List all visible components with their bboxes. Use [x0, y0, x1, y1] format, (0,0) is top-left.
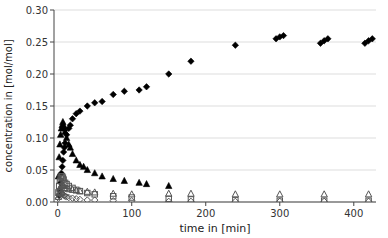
point — [129, 191, 135, 197]
point — [136, 179, 142, 185]
tick-label: 400 — [344, 208, 363, 219]
point — [84, 103, 90, 109]
point — [77, 196, 83, 202]
point — [232, 198, 238, 202]
point — [84, 188, 90, 194]
point — [136, 87, 142, 93]
series — [56, 32, 376, 198]
point — [56, 154, 62, 160]
y-axis-label: concentration in [mol/mol] — [3, 39, 14, 172]
point — [129, 198, 135, 202]
x-axis-label: time in [min] — [179, 222, 250, 235]
point — [69, 150, 75, 156]
point — [143, 181, 149, 187]
tick-label: 0 — [55, 208, 61, 219]
point — [59, 164, 65, 170]
point — [110, 91, 116, 97]
point — [67, 144, 73, 150]
point — [99, 98, 105, 104]
point — [92, 189, 98, 195]
point — [232, 191, 238, 197]
y-axis: 0.00 0.05 0.10 0.15 0.20 0.25 0.30 — [26, 5, 376, 208]
point — [110, 190, 116, 196]
grid-line — [54, 10, 376, 11]
point — [80, 163, 86, 169]
point — [92, 170, 98, 176]
point — [63, 134, 69, 140]
grid-line — [54, 106, 376, 107]
tick-label: 100 — [122, 208, 141, 219]
point — [365, 191, 371, 197]
point — [232, 42, 238, 48]
point — [110, 198, 116, 202]
point — [166, 182, 172, 188]
tick-label: 300 — [270, 208, 289, 219]
point — [92, 100, 98, 106]
grid-line — [54, 170, 376, 171]
point — [62, 128, 68, 134]
tick-label: 0.25 — [26, 37, 48, 48]
point — [84, 197, 90, 202]
tick — [50, 170, 54, 171]
chart: 0.00 0.05 0.10 0.15 0.20 0.25 0.30 0 100 200 300 40… — [0, 0, 388, 238]
point — [277, 198, 283, 202]
point — [321, 198, 327, 202]
point — [92, 197, 98, 202]
point — [84, 166, 90, 172]
point — [143, 84, 149, 90]
grid-line — [54, 138, 376, 139]
series — [55, 190, 372, 202]
point — [67, 122, 73, 128]
tick — [50, 42, 54, 43]
point — [280, 32, 286, 38]
point — [321, 191, 327, 197]
point — [110, 175, 116, 181]
tick-label: 0.10 — [26, 133, 48, 144]
point — [277, 191, 283, 197]
point — [69, 116, 75, 122]
point — [166, 71, 172, 77]
x-axis: 0 100 200 300 400 — [55, 202, 364, 219]
tick — [50, 74, 54, 75]
point — [99, 173, 105, 179]
series — [55, 118, 172, 188]
point — [121, 88, 127, 94]
tick — [131, 202, 132, 206]
tick — [50, 106, 54, 107]
point — [166, 190, 172, 196]
tick — [50, 202, 54, 203]
point — [369, 36, 375, 42]
point — [188, 190, 194, 196]
point — [188, 198, 194, 202]
tick-label: 200 — [196, 208, 215, 219]
grid-line — [54, 74, 376, 75]
point — [57, 141, 63, 147]
tick — [353, 202, 354, 206]
tick-label: 0.30 — [26, 5, 48, 16]
tick — [57, 202, 58, 206]
tick — [279, 202, 280, 206]
point — [77, 108, 83, 114]
point — [365, 198, 371, 202]
y-axis-line — [54, 10, 55, 202]
point — [325, 36, 331, 42]
plot-area — [55, 32, 375, 202]
point — [73, 157, 79, 163]
series — [55, 181, 372, 199]
tick-label: 0.00 — [26, 197, 48, 208]
tick-label: 0.15 — [26, 101, 48, 112]
point — [77, 188, 83, 194]
tick — [50, 10, 54, 11]
tick-label: 0.20 — [26, 69, 48, 80]
tick-label: 0.05 — [26, 165, 48, 176]
tick — [50, 138, 54, 139]
point — [121, 177, 127, 183]
point — [188, 58, 194, 64]
point — [166, 198, 172, 202]
tick — [205, 202, 206, 206]
